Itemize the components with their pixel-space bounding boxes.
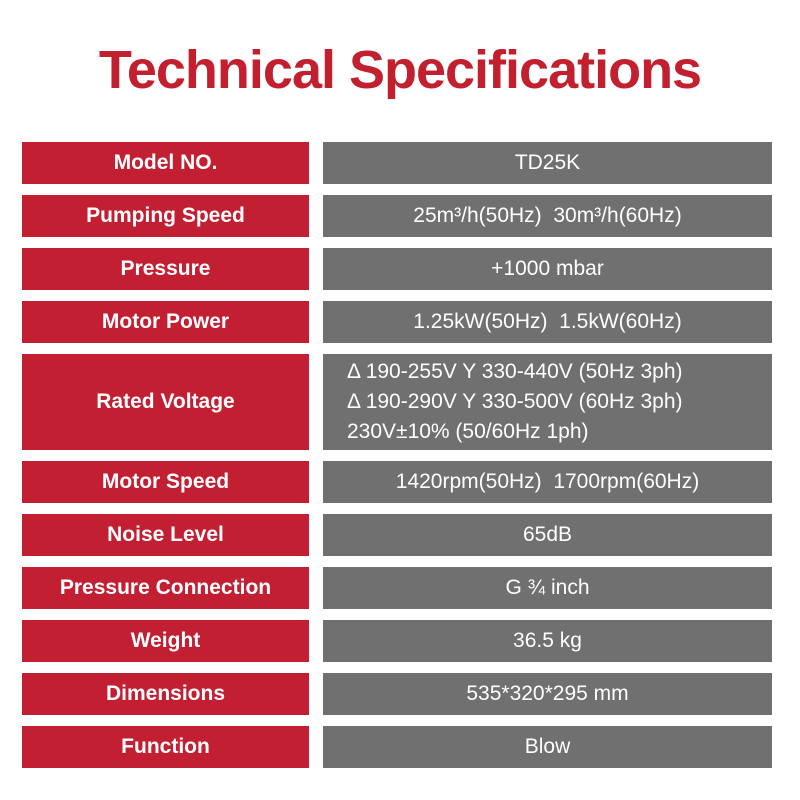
spec-label-cell: Weight: [22, 620, 309, 662]
spec-row: Motor Speed 1420rpm(50Hz) 1700rpm(60Hz): [22, 461, 772, 503]
spec-row: Noise Level 65dB: [22, 514, 772, 556]
spec-row: Pressure Connection G ¾ inch: [22, 567, 772, 609]
page-title: Technical Specifications: [98, 40, 702, 100]
spec-value-line: Δ 190-255V Y 330-440V (50Hz 3ph): [347, 360, 683, 383]
spec-label-cell: Function: [22, 726, 309, 768]
spec-row: Dimensions 535*320*295 mm: [22, 673, 772, 715]
spec-label-cell: Motor Speed: [22, 461, 309, 503]
spec-value-line: Δ 190-290V Y 330-500V (60Hz 3ph): [347, 390, 683, 413]
spec-row: Motor Power 1.25kW(50Hz) 1.5kW(60Hz): [22, 301, 772, 343]
spec-label-cell: Noise Level: [22, 514, 309, 556]
spec-value-cell: G ¾ inch: [323, 567, 772, 609]
spec-value-cell: 25m³/h(50Hz) 30m³/h(60Hz): [323, 195, 772, 237]
spec-value-cell: 535*320*295 mm: [323, 673, 772, 715]
spec-value-cell: +1000 mbar: [323, 248, 772, 290]
spec-value-line: 230V±10% (50/60Hz 1ph): [347, 420, 589, 443]
spec-row: Function Blow: [22, 726, 772, 768]
spec-label-cell: Dimensions: [22, 673, 309, 715]
spec-row: Weight 36.5 kg: [22, 620, 772, 662]
spec-value-cell: Blow: [323, 726, 772, 768]
spec-value-cell: 36.5 kg: [323, 620, 772, 662]
spec-label-cell: Motor Power: [22, 301, 309, 343]
spec-value-cell: 65dB: [323, 514, 772, 556]
spec-label-cell: Rated Voltage: [22, 354, 309, 450]
spec-label-cell: Pumping Speed: [22, 195, 309, 237]
spec-row: Rated Voltage Δ 190-255V Y 330-440V (50H…: [22, 354, 772, 450]
spec-label-cell: Pressure: [22, 248, 309, 290]
spec-value-cell: 1420rpm(50Hz) 1700rpm(60Hz): [323, 461, 772, 503]
spec-label-cell: Model NO.: [22, 142, 309, 184]
spec-value-cell: 1.25kW(50Hz) 1.5kW(60Hz): [323, 301, 772, 343]
spec-row: Pumping Speed 25m³/h(50Hz) 30m³/h(60Hz): [22, 195, 772, 237]
spec-row: Model NO. TD25K: [22, 142, 772, 184]
spec-row: Pressure +1000 mbar: [22, 248, 772, 290]
spec-label-cell: Pressure Connection: [22, 567, 309, 609]
spec-table: Model NO. TD25K Pumping Speed 25m³/h(50H…: [22, 142, 772, 768]
spec-value-cell: TD25K: [323, 142, 772, 184]
spec-value-cell: Δ 190-255V Y 330-440V (50Hz 3ph) Δ 190-29…: [323, 354, 772, 450]
